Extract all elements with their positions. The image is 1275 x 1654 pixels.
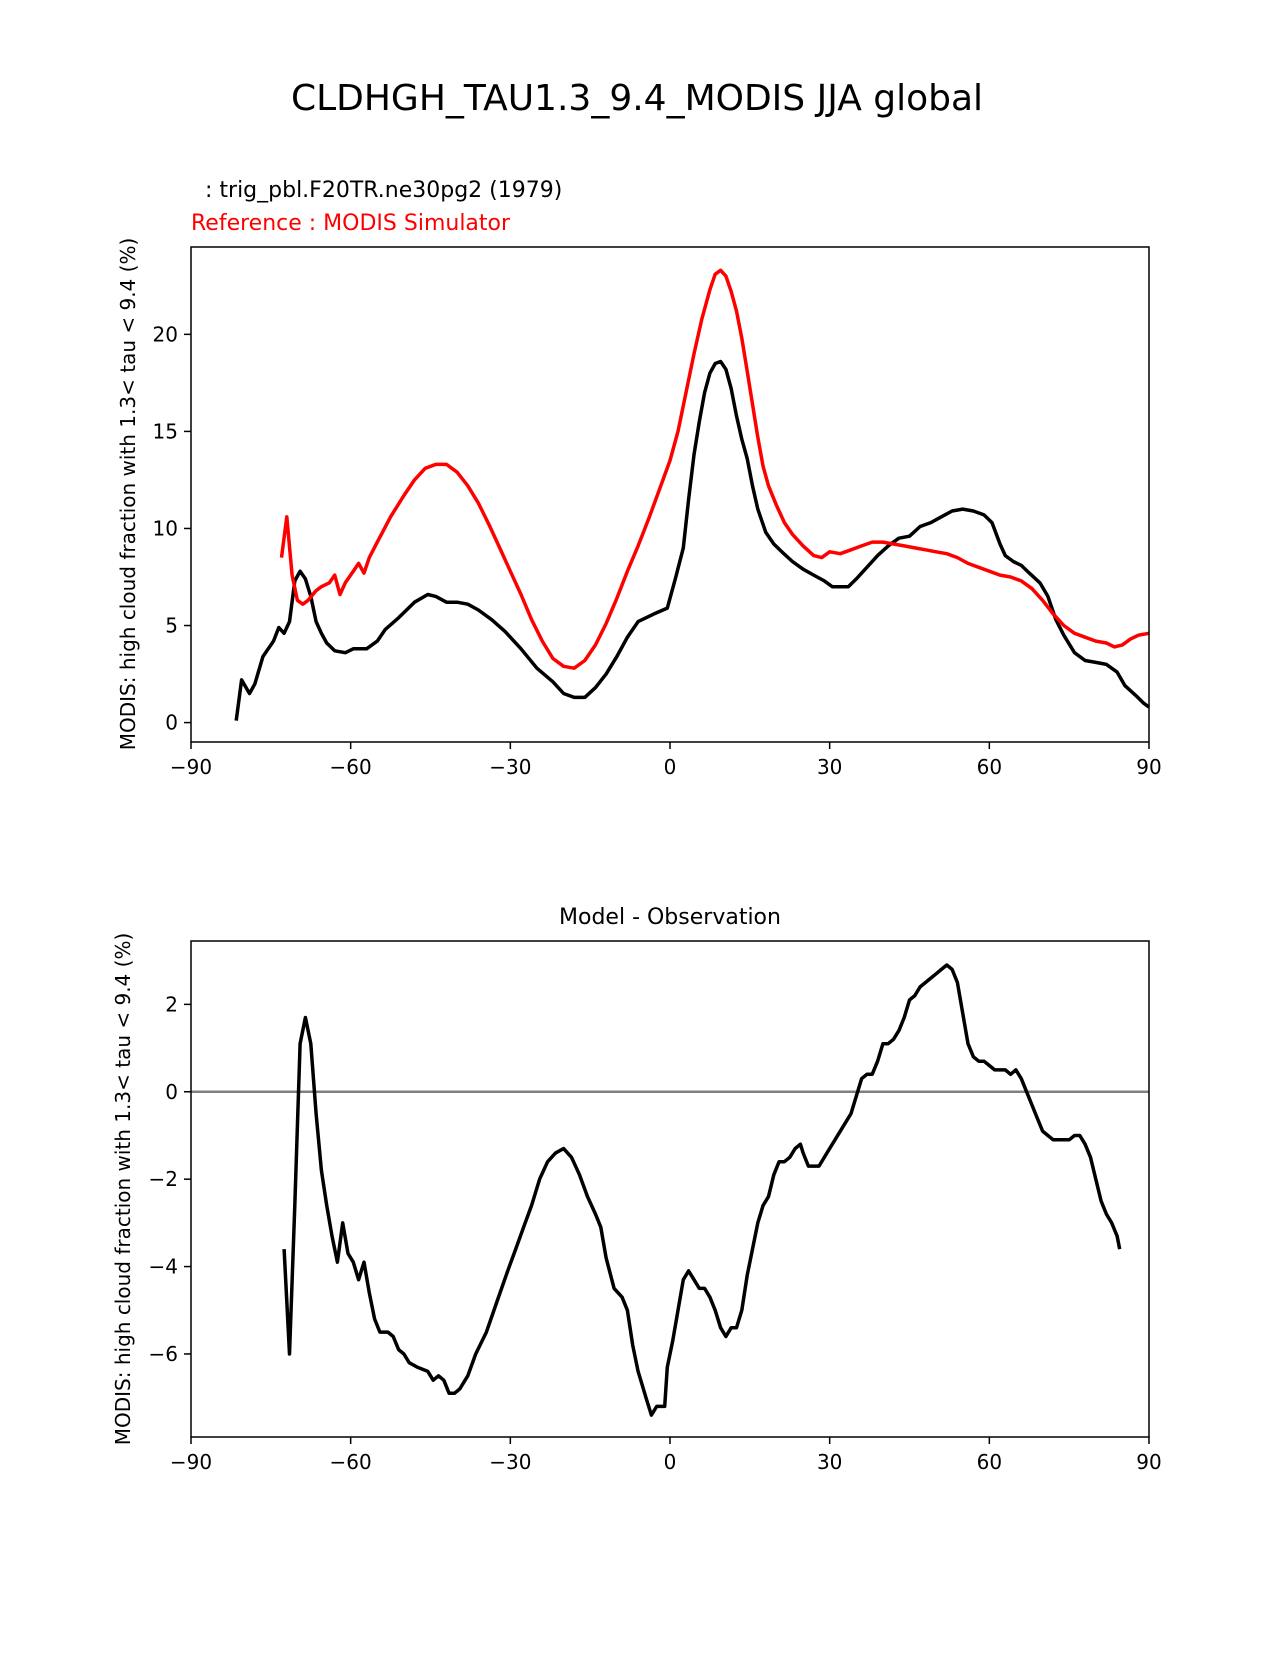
y-tick-label: 20 [153, 322, 178, 346]
x-tick-label: 90 [1136, 1450, 1161, 1474]
x-tick-label: 30 [817, 1450, 842, 1474]
y-tick-label: 0 [165, 1080, 178, 1104]
x-tick-label: 60 [977, 1450, 1002, 1474]
test-label: : trig_pbl.F20TR.ne30pg2 (1979) [191, 178, 562, 203]
y-tick-label: −4 [149, 1255, 178, 1279]
y-tick-label: 5 [165, 614, 178, 638]
bottom-panel-title: Model - Observation [559, 905, 781, 930]
x-tick-label: −90 [170, 1450, 212, 1474]
reference-series-line [279, 268, 1150, 670]
x-tick-label: −90 [170, 755, 212, 779]
y-tick-label: 0 [165, 711, 178, 735]
x-tick-label: 60 [977, 755, 1002, 779]
reference-label: Reference : MODIS Simulator [191, 211, 511, 236]
x-tick-label: −60 [330, 755, 372, 779]
y-tick-label: −2 [149, 1167, 178, 1191]
difference-series-line [282, 963, 1122, 1417]
x-tick-label: 30 [817, 755, 842, 779]
figure-title: CLDHGH_TAU1.3_9.4_MODIS JJA global [291, 78, 983, 119]
bottom-panel: Model - Observation −90 −60 −30 0 30 60 90 2 0 −2… [111, 905, 1162, 1474]
y-tick-label: 15 [153, 419, 178, 443]
y-tick-label: −6 [149, 1342, 178, 1366]
x-tick-label: 90 [1136, 755, 1161, 779]
x-tick-label: 0 [664, 755, 677, 779]
x-tick-label: 0 [664, 1450, 677, 1474]
y-axis-label: MODIS: high cloud fraction with 1.3< tau… [116, 238, 140, 750]
y-tick-label: 10 [153, 516, 178, 540]
top-panel: : trig_pbl.F20TR.ne30pg2 (1979) Referenc… [116, 178, 1162, 779]
x-tick-label: −30 [489, 1450, 531, 1474]
y-tick-label: 2 [165, 992, 178, 1016]
test-series-line [234, 359, 1151, 721]
y-axis-label: MODIS: high cloud fraction with 1.3< tau… [111, 933, 135, 1445]
x-tick-label: −30 [489, 755, 531, 779]
x-tick-label: −60 [330, 1450, 372, 1474]
